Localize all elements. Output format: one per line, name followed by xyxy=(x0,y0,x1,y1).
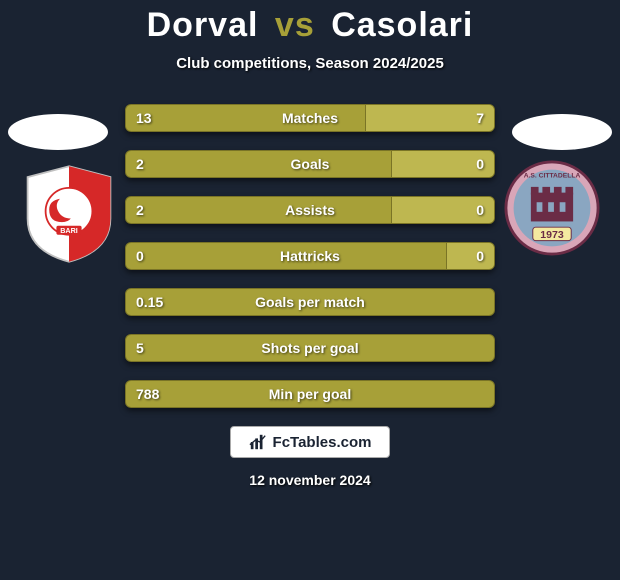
stat-value-left: 0 xyxy=(126,243,154,269)
player1-name: Dorval xyxy=(147,6,259,44)
comparison-card: BARI 1973 A.S. CITTADELLA Matches13 7 Goal… xyxy=(0,90,620,408)
stat-value-left: 0.15 xyxy=(126,289,173,315)
stat-bar: Goals2 0 xyxy=(125,150,495,178)
stat-bar: Hattricks0 0 xyxy=(125,242,495,270)
stat-value-left: 788 xyxy=(126,381,169,407)
header: Dorval vs Casolari Club competitions, Se… xyxy=(0,0,620,72)
stat-value-right: 7 xyxy=(466,105,494,131)
stat-value-right: 0 xyxy=(466,197,494,223)
subtitle: Club competitions, Season 2024/2025 xyxy=(0,55,620,72)
svg-text:A.S. CITTADELLA: A.S. CITTADELLA xyxy=(524,172,581,179)
svg-text:BARI: BARI xyxy=(60,226,78,235)
stat-value-left: 2 xyxy=(126,151,154,177)
stat-bar: Shots per goal5 xyxy=(125,334,495,362)
left-ellipse xyxy=(8,114,108,150)
stat-value-right: 0 xyxy=(466,151,494,177)
stat-label: Hattricks xyxy=(126,243,494,269)
stat-bar: Min per goal788 xyxy=(125,380,495,408)
footer: FcTables.com 12 november 2024 xyxy=(0,426,620,488)
cittadella-badge-icon: 1973 A.S. CITTADELLA xyxy=(504,160,600,256)
stat-label: Goals xyxy=(126,151,494,177)
bari-badge-icon: BARI xyxy=(24,164,114,264)
stat-label: Assists xyxy=(126,197,494,223)
stat-value-left: 2 xyxy=(126,197,154,223)
stat-bar: Goals per match0.15 xyxy=(125,288,495,316)
stat-label: Goals per match xyxy=(126,289,494,315)
player2-name: Casolari xyxy=(331,6,473,44)
right-ellipse xyxy=(512,114,612,150)
stat-value-left: 5 xyxy=(126,335,154,361)
stat-bar: Matches13 7 xyxy=(125,104,495,132)
page-title: Dorval vs Casolari xyxy=(0,6,620,45)
club-logo-left: BARI xyxy=(24,164,114,264)
vs-text: vs xyxy=(275,6,315,44)
footer-date: 12 november 2024 xyxy=(0,472,620,488)
stat-bar: Assists2 0 xyxy=(125,196,495,224)
brand-badge: FcTables.com xyxy=(230,426,391,458)
stat-label: Min per goal xyxy=(126,381,494,407)
club-logo-right: 1973 A.S. CITTADELLA xyxy=(504,160,600,256)
stat-label: Shots per goal xyxy=(126,335,494,361)
brand-text: FcTables.com xyxy=(273,434,372,451)
stat-label: Matches xyxy=(126,105,494,131)
stat-value-right: 0 xyxy=(466,243,494,269)
stat-bars: Matches137Goals20Assists20Hattricks00Goa… xyxy=(125,90,495,408)
chart-icon xyxy=(249,433,267,451)
svg-text:1973: 1973 xyxy=(540,229,564,241)
stat-value-left: 13 xyxy=(126,105,162,131)
